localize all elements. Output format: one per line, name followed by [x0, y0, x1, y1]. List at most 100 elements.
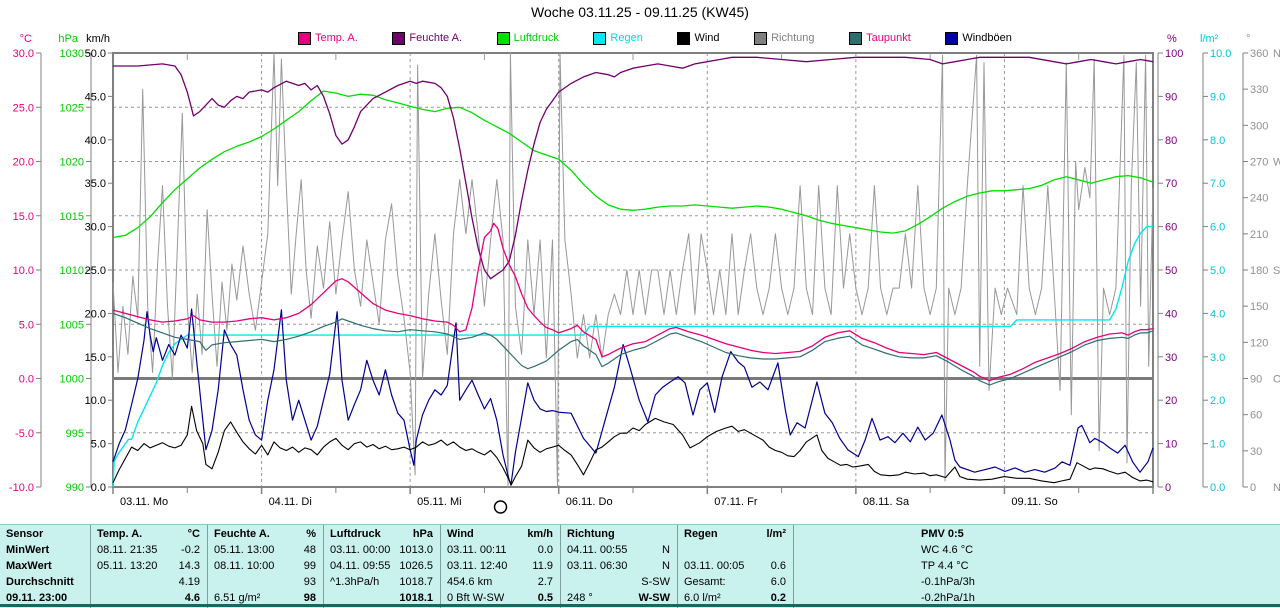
svg-text:995: 995 — [66, 428, 84, 440]
table-column-wind: Wind km/h 03.11. 00:11 0.0 03.11. 12:40 11.9 4… — [440, 525, 561, 608]
table-cell: 08.11. 21:35 — [97, 544, 158, 556]
svg-text:15.0: 15.0 — [85, 352, 106, 364]
day-label: 04.11. Di — [269, 496, 312, 508]
svg-text:30: 30 — [1250, 446, 1262, 458]
svg-text:25.0: 25.0 — [85, 265, 106, 277]
svg-text:180: 180 — [1250, 265, 1268, 277]
column-header: Feuchte A. — [214, 528, 270, 540]
svg-text:6.0: 6.0 — [1210, 222, 1225, 234]
axis-header-direction: ° — [1246, 33, 1250, 45]
svg-text:300: 300 — [1250, 120, 1268, 132]
svg-text:120: 120 — [1250, 337, 1268, 349]
column-header: PMV 0:5 — [921, 528, 964, 540]
column-header: Temp. A. — [97, 528, 143, 540]
svg-text:30.0: 30.0 — [13, 48, 34, 60]
legend-item-temp[interactable]: Temp. A. — [298, 31, 358, 45]
table-cell: -0.2hPa/1h — [921, 592, 975, 604]
table-cell: 6.0 l/m² — [684, 592, 721, 604]
series-richtung — [112, 52, 1154, 488]
table-cell: 03.11. 00:05 — [684, 560, 745, 572]
x-axis-ticks — [112, 53, 1154, 494]
series-taupunkt — [112, 312, 1154, 386]
svg-text:2.0: 2.0 — [1210, 395, 1225, 407]
table-cell-value: 1018.7 — [399, 576, 433, 588]
svg-text:10.0: 10.0 — [13, 265, 34, 277]
svg-text:0.0: 0.0 — [1210, 482, 1225, 494]
legend-item-wind[interactable]: Wind — [677, 31, 720, 45]
day-label: 03.11. Mo — [120, 496, 168, 508]
day-label: 08.11. Sa — [863, 496, 910, 508]
y-axis-rain: l/m² 10.0 9.0 8.0 7.0 6.0 5.0 4.0 3.0 2.0 1.0 0.0 — [1200, 33, 1231, 494]
table-cell-value: 0.6 — [770, 560, 786, 572]
table-cell: 05.11. 13:20 — [97, 560, 158, 572]
series-regen — [112, 225, 1153, 488]
legend-item-luftdruck[interactable]: Luftdruck — [496, 31, 559, 45]
legend-item-feuchte[interactable]: Feuchte A. — [392, 31, 462, 45]
svg-text:0.0: 0.0 — [19, 374, 34, 386]
svg-text:1025: 1025 — [60, 102, 84, 114]
table-cell-value: 0.5 — [537, 592, 553, 604]
legend-item-richtung[interactable]: Richtung — [754, 31, 815, 45]
legend-item-regen[interactable]: Regen — [593, 31, 643, 45]
svg-text:1.0: 1.0 — [1210, 439, 1225, 451]
svg-text:0: 0 — [1250, 482, 1256, 494]
wind-series-swatch-icon — [677, 31, 691, 45]
svg-text:100: 100 — [1165, 48, 1183, 60]
svg-text:40: 40 — [1165, 308, 1177, 320]
table-row-label: 09.11. 23:00 — [6, 592, 68, 604]
table-cell: 04.11. 09:55 — [330, 560, 391, 572]
svg-text:7.0: 7.0 — [1210, 178, 1225, 190]
svg-text:30.0: 30.0 — [85, 222, 106, 234]
legend-item-taupunkt[interactable]: Taupunkt — [849, 31, 911, 45]
table-cell-value: N — [662, 544, 670, 556]
table-cell-value: 4.6 — [184, 592, 200, 604]
windboeen-series-swatch-icon — [945, 31, 959, 45]
series-temp — [112, 222, 1154, 382]
table-cell: ^1.3hPa/h — [330, 576, 380, 588]
table-cell-value: 98 — [303, 592, 316, 604]
column-header: Regen — [684, 528, 718, 540]
table-cell: TP 4.4 °C — [921, 560, 969, 572]
table-cell: 08.11. 10:00 — [214, 560, 275, 572]
svg-text:N: N — [1273, 48, 1280, 60]
table-cell-value: 6.0 — [770, 576, 786, 588]
svg-text:50.0: 50.0 — [85, 48, 106, 60]
weather-week-chart: °C 30.0 25.0 20.0 15.0 10.0 5.0 0.0 -5.0 -10.0 hPa… — [9, 33, 1280, 514]
table-cell-value: -0.2 — [181, 544, 200, 556]
axis-header-pressure: hPa — [58, 33, 78, 45]
legend-item-label: Windböen — [962, 32, 1012, 44]
table-row-label: MaxWert — [6, 560, 52, 572]
svg-text:330: 330 — [1250, 84, 1268, 96]
table-cell-value: 1013.0 — [399, 544, 433, 556]
series-windboeen — [112, 308, 1154, 485]
table-row-label: Sensor — [6, 528, 44, 540]
table-column-pmv: PMV 0:5 WC 4.6 °C TP 4.4 °C -0.1hPa/3h -0.2h… — [793, 525, 1280, 608]
temp-series-swatch-icon — [298, 31, 311, 45]
table-cell-value: 14.3 — [178, 560, 200, 572]
series-feuchte — [113, 56, 1154, 280]
legend-item-windboeen[interactable]: Windböen — [945, 31, 1012, 45]
table-cell-value: 4.19 — [178, 576, 200, 588]
full-moon-icon — [493, 500, 508, 514]
column-header: Luftdruck — [330, 528, 381, 540]
svg-text:990: 990 — [66, 482, 84, 494]
table-column-temp: Temp. A. °C 08.11. 21:35 -0.2 05.11. 13:20 14… — [90, 525, 208, 608]
svg-text:1005: 1005 — [60, 319, 84, 331]
table-cell-value: W-SW — [638, 592, 670, 604]
day-label: 09.11. So — [1011, 496, 1057, 508]
column-unit: km/h — [527, 528, 553, 540]
table-cell-value: 0.2 — [770, 592, 786, 604]
svg-text:20: 20 — [1165, 395, 1177, 407]
table-cell: 05.11. 13:00 — [214, 544, 275, 556]
svg-text:10: 10 — [1165, 439, 1177, 451]
svg-text:0.0: 0.0 — [91, 482, 106, 494]
table-cell-value: 0.0 — [537, 544, 553, 556]
table-cell-value: 11.9 — [532, 560, 553, 572]
svg-text:240: 240 — [1250, 193, 1268, 205]
table-cell: Gesamt: — [684, 576, 726, 588]
day-label: 05.11. Mi — [417, 496, 461, 508]
table-cell-value: 93 — [303, 576, 316, 588]
svg-text:25.0: 25.0 — [13, 102, 34, 114]
y-axis-temp: °C 30.0 25.0 20.0 15.0 10.0 5.0 0.0 -5.0 -10.0 — [9, 33, 42, 494]
